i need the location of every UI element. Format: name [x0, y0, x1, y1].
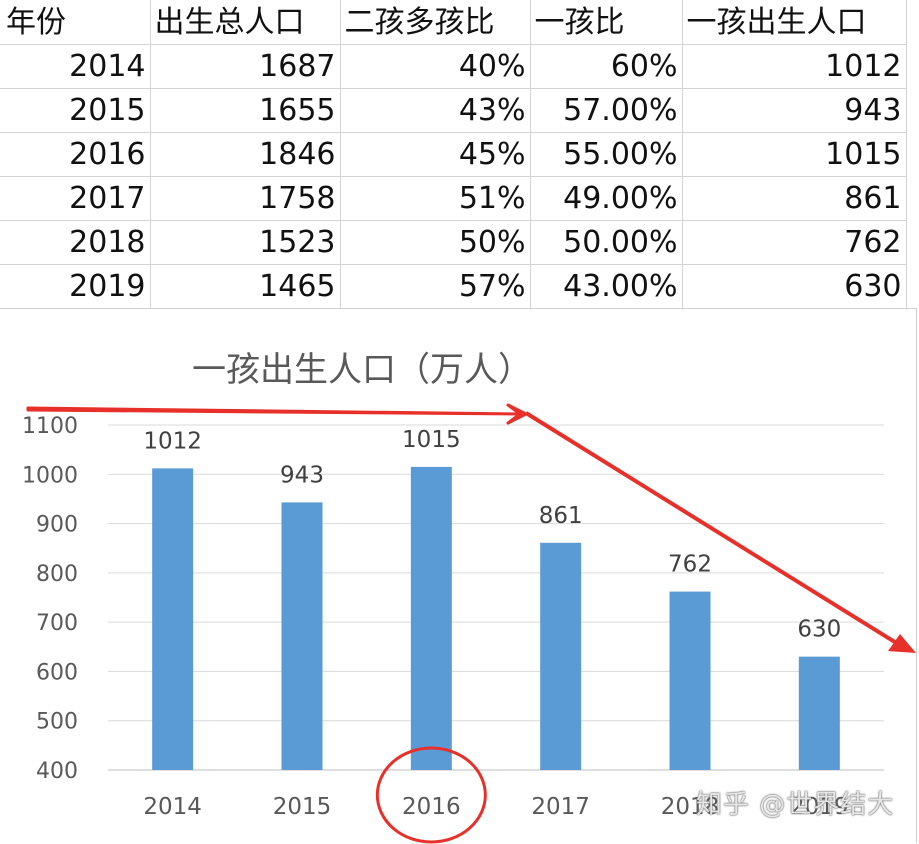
y-tick-label: 700: [36, 611, 78, 636]
data-label: 630: [797, 617, 841, 643]
table-cell[interactable]: 51%: [340, 176, 531, 221]
y-tick-label: 400: [36, 759, 78, 784]
table-cell[interactable]: 943: [682, 88, 907, 133]
table-row: 2018 1523 50% 50.00% 762: [0, 220, 907, 265]
header-cell[interactable]: 年份: [0, 0, 151, 45]
data-table: 年份 出生总人口 二孩多孩比 一孩比 一孩出生人口 2014 1687 40% …: [0, 0, 907, 309]
data-label: 943: [280, 462, 324, 488]
bar[interactable]: [152, 468, 194, 770]
y-tick-label: 900: [36, 513, 78, 538]
watermark: 知乎 @世界结大: [696, 790, 895, 820]
header-cell[interactable]: 二孩多孩比: [340, 0, 531, 45]
y-tick-label: 1100: [22, 414, 78, 439]
chart-title: 一孩出生人口（万人）: [192, 350, 532, 390]
header-cell[interactable]: 一孩比: [530, 0, 683, 45]
table-cell[interactable]: 57.00%: [530, 88, 683, 133]
table-cell[interactable]: 50%: [340, 220, 531, 265]
table-cell[interactable]: 1523: [150, 220, 341, 265]
table-cell[interactable]: 43%: [340, 88, 531, 133]
header-cell[interactable]: 出生总人口: [150, 0, 341, 45]
data-label: 762: [668, 552, 712, 578]
table-cell[interactable]: 40%: [340, 44, 531, 89]
table-cell[interactable]: 1846: [150, 132, 341, 177]
table-cell[interactable]: 1465: [150, 264, 341, 309]
x-tick-label: 2017: [531, 794, 590, 820]
spreadsheet: 年份 出生总人口 二孩多孩比 一孩比 一孩出生人口 2014 1687 40% …: [0, 0, 919, 309]
table-cell[interactable]: 762: [682, 220, 907, 265]
table-row: 2015 1655 43% 57.00% 943: [0, 88, 907, 133]
y-tick-label: 800: [36, 562, 78, 587]
trend-arrowhead: [888, 634, 916, 653]
x-tick-label: 2019: [790, 794, 849, 820]
table-cell[interactable]: 57%: [340, 264, 531, 309]
table-cell[interactable]: 2014: [0, 44, 151, 89]
x-tick-label: 2018: [661, 794, 720, 820]
table-header-row: 年份 出生总人口 二孩多孩比 一孩比 一孩出生人口: [0, 0, 907, 45]
table-cell[interactable]: 2019: [0, 264, 151, 309]
table-cell[interactable]: 45%: [340, 132, 531, 177]
y-tick-label: 1000: [22, 463, 78, 488]
table-cell[interactable]: 2015: [0, 88, 151, 133]
table-cell[interactable]: 1015: [682, 132, 907, 177]
trend-arrow-descending: [524, 411, 900, 646]
y-tick-label: 500: [36, 710, 78, 735]
table-row: 2014 1687 40% 60% 1012: [0, 44, 907, 89]
x-tick-label: 2016: [402, 794, 461, 820]
bar[interactable]: [798, 656, 840, 770]
table-cell[interactable]: 49.00%: [530, 176, 683, 221]
table-cell[interactable]: 1655: [150, 88, 341, 133]
bar[interactable]: [410, 466, 452, 770]
y-tick-label: 600: [36, 660, 78, 685]
table-cell[interactable]: 2018: [0, 220, 151, 265]
data-label: 1015: [402, 427, 461, 453]
trend-arrow-flat: [26, 403, 528, 425]
header-cell[interactable]: 一孩出生人口: [682, 0, 907, 45]
table-cell[interactable]: 55.00%: [530, 132, 683, 177]
table-cell[interactable]: 1758: [150, 176, 341, 221]
table-cell[interactable]: 1012: [682, 44, 907, 89]
table-cell[interactable]: 60%: [530, 44, 683, 89]
table-row: 2016 1846 45% 55.00% 1015: [0, 132, 907, 177]
table-cell[interactable]: 50.00%: [530, 220, 683, 265]
bar[interactable]: [540, 542, 582, 770]
data-label: 1012: [143, 428, 202, 454]
data-label: 861: [539, 503, 583, 529]
highlight-circle: [375, 746, 487, 844]
x-tick-label: 2014: [143, 794, 202, 820]
table-cell[interactable]: 1687: [150, 44, 341, 89]
bar[interactable]: [669, 591, 711, 770]
table-cell[interactable]: 861: [682, 176, 907, 221]
table-row: 2017 1758 51% 49.00% 861: [0, 176, 907, 221]
x-tick-label: 2015: [273, 794, 332, 820]
table-cell[interactable]: 2017: [0, 176, 151, 221]
bar[interactable]: [281, 502, 323, 770]
table-cell[interactable]: 2016: [0, 132, 151, 177]
